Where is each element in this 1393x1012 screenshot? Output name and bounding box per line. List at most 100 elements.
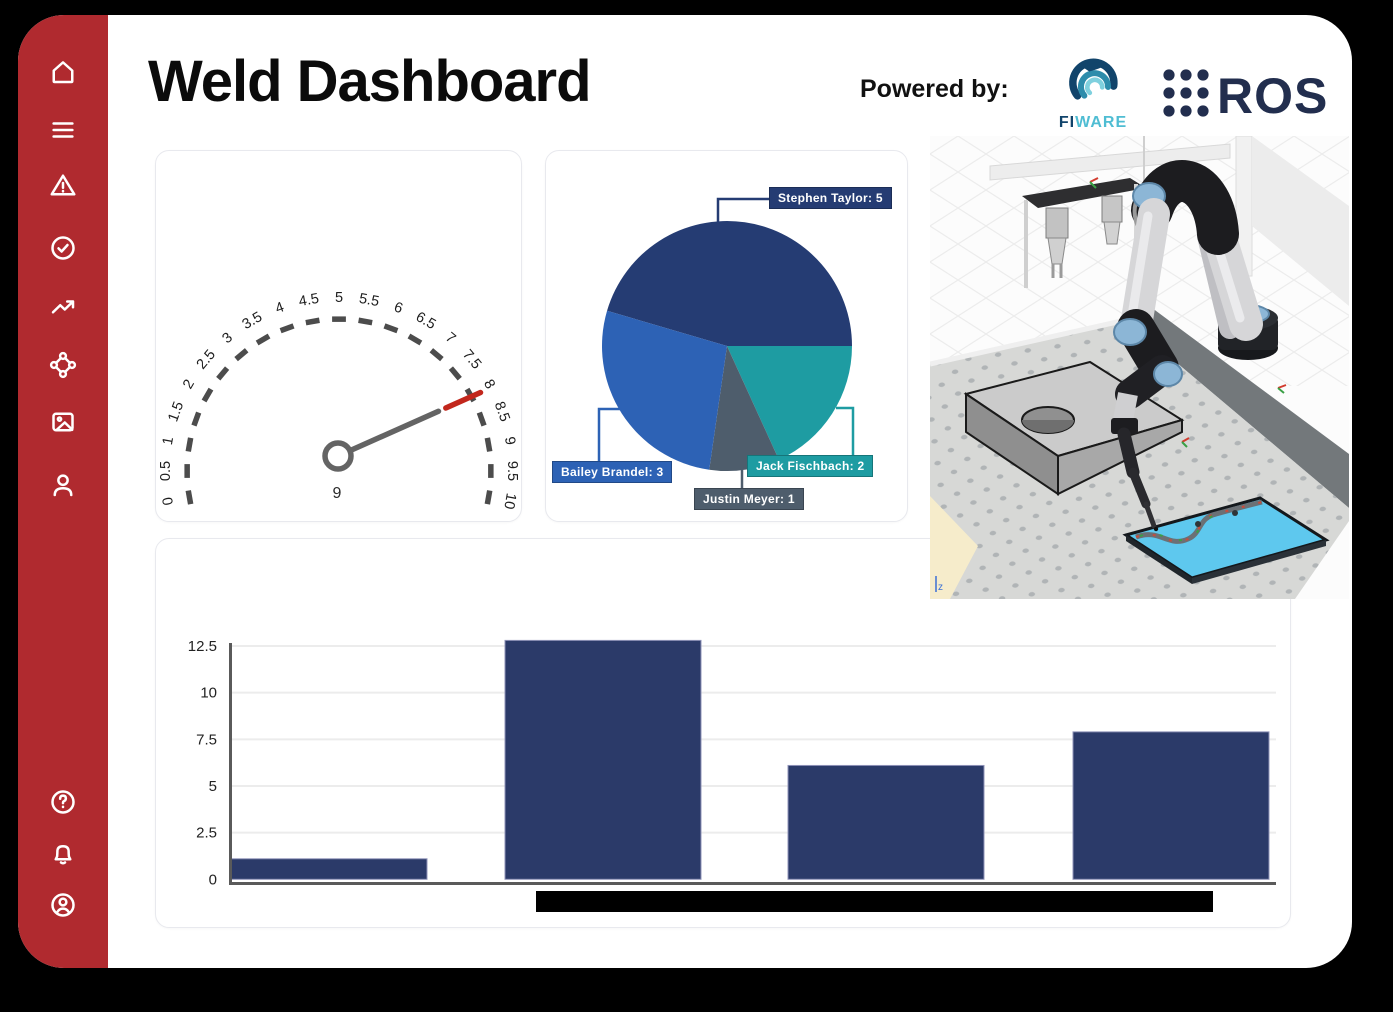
tool-fixture	[1101, 195, 1123, 245]
sidebar-item-gallery[interactable]	[41, 400, 85, 444]
gauge-tick-label: 10	[500, 492, 519, 511]
trends-icon	[51, 300, 75, 314]
floor-strip	[930, 496, 978, 599]
gauge-chart: 0 0.5 1 1.5 2 2.53 3.5 4 4.5 5 5.5 6 6.577.5 8 8.5 9 9.5…	[158, 290, 520, 511]
bar-chart-card: 0 2.5 5 7.5 10 12.5	[155, 538, 1291, 928]
gauge-tick	[305, 317, 320, 326]
fiware-text-fi: FI	[1058, 114, 1076, 131]
bar	[230, 858, 428, 880]
user-icon	[53, 474, 73, 497]
ros-logo: ROS	[1161, 67, 1327, 124]
sidebar-item-hub[interactable]	[41, 343, 85, 387]
sidebar-item-alerts[interactable]	[41, 163, 85, 207]
home-icon	[52, 61, 74, 84]
sidebar-item-trends[interactable]	[41, 285, 85, 329]
ros-logo-icon: ROS	[1163, 68, 1327, 124]
gauge-tick-label: 7	[442, 330, 458, 347]
tasks-icon	[51, 236, 75, 260]
gauge-tick	[185, 437, 194, 452]
gauge-tick	[407, 333, 423, 346]
sidebar-item-menu[interactable]	[41, 108, 85, 152]
sidebar-item-user[interactable]	[41, 463, 85, 507]
fiware-text-ware: WARE	[1075, 114, 1128, 131]
account-icon	[51, 893, 75, 917]
weld-torch	[1117, 427, 1140, 479]
bar-y-tick-label: 12.5	[188, 638, 217, 655]
fiware-logo-icon	[1069, 58, 1118, 100]
pie-card: Stephen Taylor: 5 Jack Fischbach: 2 Justin…	[545, 150, 908, 522]
gauge-tick-label: 1	[160, 436, 177, 447]
sidebar-item-account[interactable]	[41, 883, 85, 927]
gauge-tick-label: 5.5	[358, 291, 381, 310]
notifications-icon	[54, 845, 72, 865]
wall-panel	[1252, 136, 1349, 306]
bar	[504, 639, 702, 880]
gauge-tick	[201, 387, 214, 403]
pie-slice-jack-fischbach	[727, 346, 852, 460]
gauge-card: 0 0.5 1 1.5 2 2.5 3 3.5 4 4.5 5 5.5 6 6.5 7 7.5 8 8.5 9 9.5…	[155, 150, 522, 522]
redacted-x-axis-labels	[536, 891, 1213, 912]
ros-dots-grid	[1163, 69, 1209, 117]
gauge-tick-label: 3.5	[240, 309, 265, 333]
pie-callout-line	[836, 406, 855, 455]
robot-scene: z	[929, 135, 1349, 599]
gauge-tick	[191, 411, 202, 427]
bar-y-tick-label: 0	[209, 871, 217, 888]
sidebar-item-tasks[interactable]	[41, 226, 85, 270]
sidebar-item-help[interactable]	[41, 780, 85, 824]
robot-simulation-image: z	[929, 135, 1349, 599]
powered-by-label: Powered by:	[860, 75, 1009, 103]
robot-arm	[1111, 160, 1278, 532]
bar-y-tick-label: 5	[209, 778, 217, 795]
gauge-needle-pivot	[322, 440, 354, 472]
pie-label-jack-fischbach: Jack Fischbach: 2	[747, 455, 874, 477]
menu-icon	[52, 122, 74, 138]
tool-fixture	[1045, 207, 1069, 278]
gauge-tick-label: 9.5	[504, 461, 520, 481]
pie-slice-justin-meyer	[709, 346, 779, 472]
gauge-tick-label: 2.5	[194, 347, 219, 373]
table-edge	[929, 317, 1127, 367]
bar	[1072, 731, 1270, 880]
gauge-needle	[335, 408, 442, 459]
gauge-tick	[255, 333, 271, 346]
gauge-tick-label: 0	[160, 496, 177, 507]
gauge-tick	[429, 348, 444, 362]
axis-marker	[1277, 384, 1287, 394]
gauge-tick-label: 4	[273, 299, 286, 317]
fiware-logo-text: FIWARE	[1045, 114, 1141, 132]
alerts-icon	[50, 174, 76, 196]
main-content: Weld Dashboard Powered by: FIWARE	[18, 15, 1352, 968]
gauge-tick-label: 1.5	[165, 400, 187, 424]
pie-label-stephen-taylor: Stephen Taylor: 5	[769, 187, 892, 209]
gauge-tick	[383, 323, 399, 334]
gauge-tick	[358, 317, 373, 326]
bar-chart: 0 2.5 5 7.5 10 12.5	[188, 638, 1276, 888]
frame-beam	[989, 143, 1231, 181]
sidebar-item-notifications[interactable]	[41, 831, 85, 875]
gauge-tick-label: 4.5	[298, 291, 321, 310]
gauge-tick	[448, 366, 462, 381]
gauge-tick	[234, 348, 249, 362]
gauge-tick-label: 0.5	[158, 461, 174, 481]
fiware-logo: FIWARE	[1045, 55, 1141, 143]
page-title: Weld Dashboard	[148, 49, 592, 114]
sidebar-item-home[interactable]	[41, 50, 85, 94]
gauge-tick-label: 9	[501, 436, 518, 447]
pie-slice-bailey-brandel	[602, 310, 727, 470]
axis-marker	[1089, 177, 1099, 189]
gauge-tick-label: 7.5	[459, 347, 484, 373]
gauge-tick	[484, 490, 493, 505]
bar-y-tick-label: 10	[200, 685, 217, 702]
gauge-tick-label: 2	[180, 377, 198, 392]
gauge-value: 9	[333, 485, 342, 502]
tool-rack-plate	[1022, 178, 1146, 208]
gauge-tick	[185, 490, 194, 505]
gauge-tick	[484, 437, 493, 452]
z-axis-label: z	[938, 582, 943, 593]
app-window: Weld Dashboard Powered by: FIWARE	[18, 15, 1352, 968]
gauge-tick-label: 8	[480, 377, 498, 392]
gauge-tick	[216, 366, 230, 381]
help-icon	[51, 790, 75, 814]
